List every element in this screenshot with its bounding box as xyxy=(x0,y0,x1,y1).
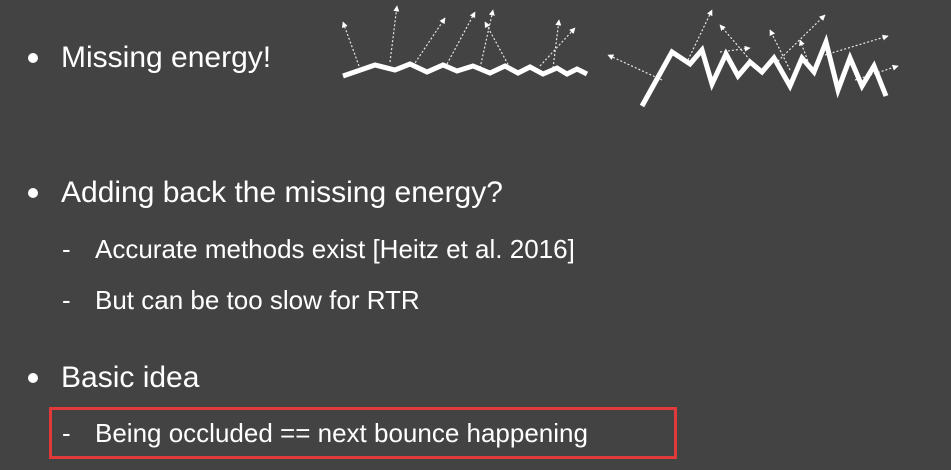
highlight-box xyxy=(49,407,677,459)
rough-microsurface-high-figure xyxy=(607,9,899,108)
bullet-dot xyxy=(28,53,38,63)
bullet-text: Adding back the missing energy? xyxy=(61,176,503,209)
sub-bullet-dash: - xyxy=(62,418,71,448)
sub-bullet-text: But can be too slow for RTR xyxy=(95,285,420,315)
bullet-dot xyxy=(28,188,38,198)
rough-microsurface-low-figure xyxy=(342,5,589,79)
bullet-text: Missing energy! xyxy=(61,41,272,74)
bullet-text: Basic idea xyxy=(61,361,200,394)
sub-bullet-text: Accurate methods exist [Heitz et al. 201… xyxy=(95,234,575,264)
bullet-dot xyxy=(28,373,38,383)
sub-bullet-text: Being occluded == next bounce happening xyxy=(95,418,588,448)
sub-bullet-dash: - xyxy=(62,285,71,315)
sub-bullet-dash: - xyxy=(62,234,71,264)
